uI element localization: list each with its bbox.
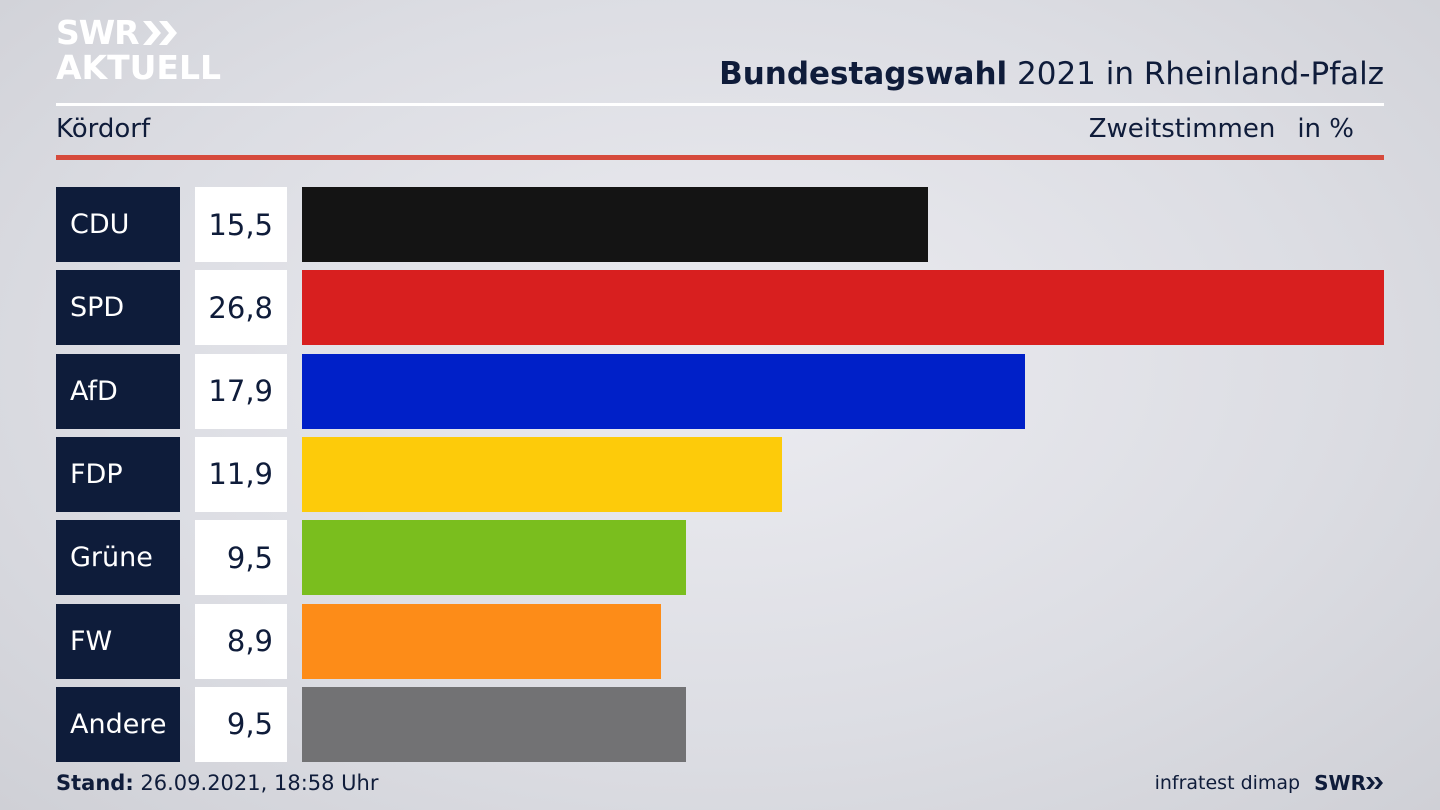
bar — [302, 436, 783, 512]
bar — [302, 686, 686, 762]
party-label: SPD — [56, 270, 180, 346]
value-label: 26,8 — [195, 270, 287, 346]
party-label: FDP — [56, 436, 180, 512]
value-label: 8,9 — [195, 603, 287, 679]
double-chevron-icon — [1366, 777, 1383, 789]
bar — [302, 353, 1025, 429]
bar — [302, 520, 686, 596]
logo-aktuell-text: AKTUELL — [56, 48, 222, 87]
value-label: 17,9 — [195, 353, 287, 429]
source-name: infratest dimap — [1154, 772, 1301, 794]
bar-row: Andere 9,5 — [56, 686, 1384, 762]
stand-value: 26.09.2021, 18:58 Uhr — [133, 771, 379, 795]
value-label: 9,5 — [195, 520, 287, 596]
swr-footer-logo: SWR — [1314, 771, 1384, 795]
bar — [302, 603, 662, 679]
unit-name: in % — [1297, 114, 1354, 144]
swr-footer-text: SWR — [1314, 771, 1366, 795]
accent-divider — [56, 155, 1384, 160]
timestamp: Stand: 26.09.2021, 18:58 Uhr — [56, 771, 379, 795]
party-label: CDU — [56, 187, 180, 262]
value-label: 11,9 — [195, 436, 287, 512]
party-label: Andere — [56, 686, 180, 762]
bar-row: SPD 26,8 — [56, 270, 1384, 346]
bar-row: FW 8,9 — [56, 603, 1384, 679]
header-divider — [56, 103, 1384, 106]
value-label: 15,5 — [195, 187, 287, 262]
stand-label: Stand: — [56, 771, 134, 795]
page-title: Bundestagswahl 2021 in Rheinland-Pfalz — [719, 56, 1384, 92]
source-credit: infratest dimap SWR — [1155, 771, 1384, 795]
party-label: Grüne — [56, 520, 180, 596]
bar-row: Grüne 9,5 — [56, 520, 1384, 596]
bar — [302, 187, 928, 262]
title-rest: 2021 in Rheinland-Pfalz — [1007, 56, 1384, 92]
bar — [302, 270, 1384, 346]
double-chevron-icon — [142, 20, 177, 45]
value-label: 9,5 — [195, 686, 287, 762]
bar-row: CDU 15,5 — [56, 187, 1384, 262]
bar-row: AfD 17,9 — [56, 353, 1384, 429]
party-label: FW — [56, 603, 180, 679]
title-bold: Bundestagswahl — [719, 56, 1008, 92]
bar-row: FDP 11,9 — [56, 436, 1384, 512]
swr-aktuell-logo: SWR AKTUELL — [56, 16, 221, 84]
logo-swr-text: SWR — [56, 13, 140, 52]
region-label: Kördorf — [56, 114, 151, 144]
party-label: AfD — [56, 353, 180, 429]
metric-name: Zweitstimmen — [1088, 114, 1276, 144]
metric-label: Zweitstimmen in % — [1089, 114, 1354, 144]
